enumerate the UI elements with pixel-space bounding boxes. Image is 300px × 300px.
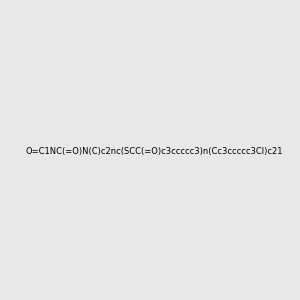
Text: O=C1NC(=O)N(C)c2nc(SCC(=O)c3ccccc3)n(Cc3ccccc3Cl)c21: O=C1NC(=O)N(C)c2nc(SCC(=O)c3ccccc3)n(Cc3…	[25, 147, 283, 156]
